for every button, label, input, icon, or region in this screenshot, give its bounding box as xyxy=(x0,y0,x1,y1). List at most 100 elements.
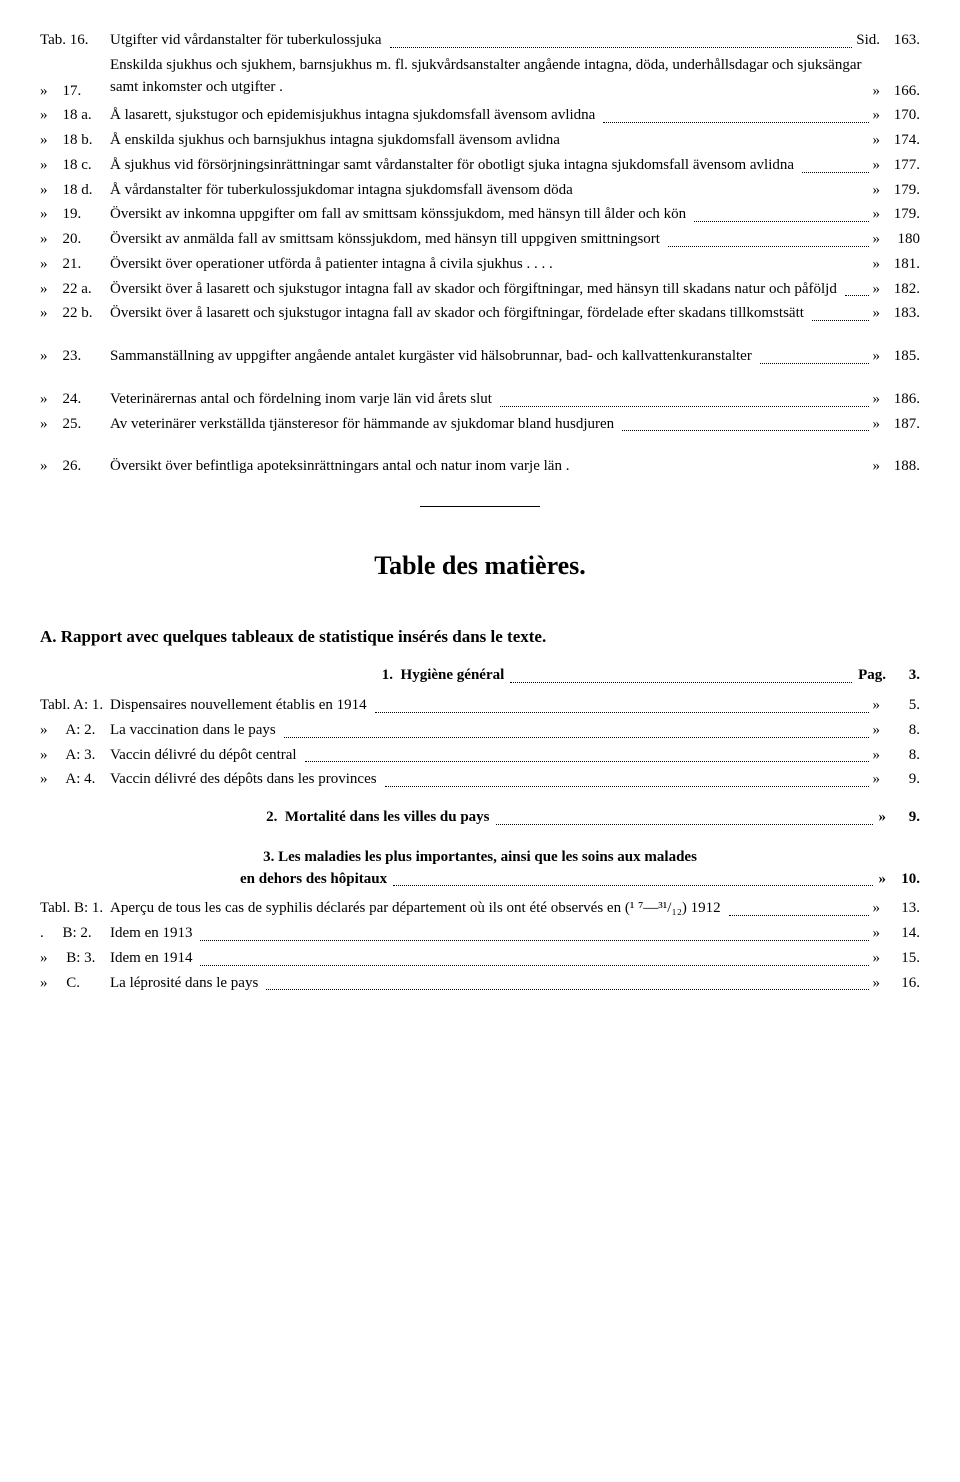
sub3-page: 10. xyxy=(886,869,920,891)
page-number: 180 xyxy=(886,229,920,251)
toc-entry: » 25.Av veterinärer verkställda tjänster… xyxy=(40,414,920,436)
page-label: » xyxy=(873,898,887,920)
toc-entry: » 26.Översikt över befintliga apoteksinr… xyxy=(40,456,920,478)
page-number: 170. xyxy=(886,105,920,127)
entry-description: Översikt av inkomna uppgifter om fall av… xyxy=(110,204,690,226)
page-label: » xyxy=(873,389,887,411)
entry-number: » A: 3. xyxy=(40,745,110,767)
page-number: 8. xyxy=(886,720,920,742)
page-number: 177. xyxy=(886,155,920,177)
page-label: » xyxy=(873,923,887,945)
entry-description: Idem en 1914 xyxy=(110,948,196,970)
page-number: 182. xyxy=(886,279,920,301)
toc-entry: » 18 a.Å lasarett, sjukstugor och epidem… xyxy=(40,105,920,127)
section-a-heading: A. Rapport avec quelques tableaux de sta… xyxy=(40,625,920,650)
page-number: 179. xyxy=(886,180,920,202)
main-heading: Table des matières. xyxy=(40,547,920,585)
page-label: » xyxy=(873,769,887,791)
entry-number: » 22 b. xyxy=(40,303,110,325)
page-number: 15. xyxy=(886,948,920,970)
entry-number: » 24. xyxy=(40,389,110,411)
entry-description: Å sjukhus vid försörjningsinrättningar s… xyxy=(110,155,798,177)
page-number: 174. xyxy=(886,130,920,152)
page-label: » xyxy=(873,229,887,251)
toc-entry: Tabl. B: 1.Aperçu de tous les cas de syp… xyxy=(40,898,920,920)
toc-block-2: » 23.Sammanställning av uppgifter angåen… xyxy=(40,346,920,368)
sub2-page: 9. xyxy=(886,807,920,829)
entry-description: Översikt över å lasarett och sjukstugor … xyxy=(110,279,841,301)
entry-number: » 20. xyxy=(40,229,110,251)
page-label: » xyxy=(873,695,887,717)
entry-number: . B: 2. xyxy=(40,923,110,945)
page-label: » xyxy=(873,414,887,436)
entry-number: Tabl. B: 1. xyxy=(40,898,110,920)
entry-description: Å vårdanstalter för tuberkulossjukdomar … xyxy=(110,180,577,202)
page-label: » xyxy=(873,204,887,226)
page-label: » xyxy=(873,81,887,103)
toc-entry: » 21.Översikt över operationer utförda å… xyxy=(40,254,920,276)
page-number: 186. xyxy=(886,389,920,411)
toc-entry: » 18 d.Å vårdanstalter för tuberkulossju… xyxy=(40,180,920,202)
page-label: » xyxy=(873,973,887,995)
page-label: » xyxy=(873,948,887,970)
page-label: » xyxy=(873,254,887,276)
page-number: 181. xyxy=(886,254,920,276)
page-number: 188. xyxy=(886,456,920,478)
sub-heading-3: 3. Les maladies les plus importantes, ai… xyxy=(40,847,920,891)
toc-entry: » 22 a.Översikt över å lasarett och sjuk… xyxy=(40,279,920,301)
page-label: Sid. xyxy=(856,30,886,52)
entry-description: La vaccination dans le pays xyxy=(110,720,280,742)
sub-heading-1: 1. Hygiène général Pag. 3. xyxy=(40,665,920,687)
sub3-line1: 3. Les maladies les plus importantes, ai… xyxy=(40,847,920,869)
page-label: » xyxy=(873,346,887,368)
toc-block-fr1: Tabl. A: 1.Dispensaires nouvellement éta… xyxy=(40,695,920,791)
page-number: 9. xyxy=(886,769,920,791)
toc-entry: » 17.Enskilda sjukhus och sjukhem, barns… xyxy=(40,55,920,103)
sub1-num: 1. xyxy=(382,667,393,683)
page-label: » xyxy=(873,130,887,152)
entry-description: Vaccin délivré du dépôt central xyxy=(110,745,301,767)
toc-entry: » 18 c.Å sjukhus vid försörjningsinrättn… xyxy=(40,155,920,177)
toc-block-fr2: Tabl. B: 1.Aperçu de tous les cas de syp… xyxy=(40,898,920,994)
page-label: » xyxy=(873,279,887,301)
entry-description: Idem en 1913 xyxy=(110,923,196,945)
sub-heading-2: 2. Mortalité dans les villes du pays » 9… xyxy=(40,807,920,829)
toc-entry: » 24.Veterinärernas antal och fördelning… xyxy=(40,389,920,411)
toc-entry: . B: 2.Idem en 1913»14. xyxy=(40,923,920,945)
page-number: 5. xyxy=(886,695,920,717)
sub2-num: 2. xyxy=(266,809,277,825)
entry-number: » 25. xyxy=(40,414,110,436)
entry-description: Av veterinärer verkställda tjänsteresor … xyxy=(110,414,618,436)
toc-entry: Tab. 16.Utgifter vid vårdanstalter för t… xyxy=(40,30,920,52)
page-label: » xyxy=(873,456,887,478)
page-number: 185. xyxy=(886,346,920,368)
entry-number: » B: 3. xyxy=(40,948,110,970)
entry-description: Översikt över befintliga apoteksinrättni… xyxy=(110,456,573,478)
entry-description: Dispensaires nouvellement établis en 191… xyxy=(110,695,371,717)
entry-number: » 17. xyxy=(40,81,110,103)
page-number: 163. xyxy=(886,30,920,52)
page-number: 13. xyxy=(886,898,920,920)
entry-description: Sammanställning av uppgifter angående an… xyxy=(110,346,756,368)
separator-rule xyxy=(420,506,540,507)
toc-entry: » 18 b.Å enskilda sjukhus och barnsjukhu… xyxy=(40,130,920,152)
toc-block-4: » 26.Översikt över befintliga apoteksinr… xyxy=(40,456,920,478)
toc-entry: » B: 3.Idem en 1914 »15. xyxy=(40,948,920,970)
toc-entry: » C.La léprosité dans le pays»16. xyxy=(40,973,920,995)
sub1-page: 3. xyxy=(886,665,920,687)
entry-description: Aperçu de tous les cas de syphilis décla… xyxy=(110,898,725,920)
entry-number: » 18 b. xyxy=(40,130,110,152)
entry-description: Utgifter vid vårdanstalter för tuberkulo… xyxy=(110,30,386,52)
toc-entry: » A: 3.Vaccin délivré du dépôt central»8… xyxy=(40,745,920,767)
sub1-text: Hygiène général xyxy=(401,667,505,683)
entry-number: » 19. xyxy=(40,204,110,226)
toc-entry: » 19.Översikt av inkomna uppgifter om fa… xyxy=(40,204,920,226)
page-label: » xyxy=(873,180,887,202)
entry-number: » 21. xyxy=(40,254,110,276)
entry-number: » 18 d. xyxy=(40,180,110,202)
entry-number: » C. xyxy=(40,973,110,995)
toc-entry: » 23.Sammanställning av uppgifter angåen… xyxy=(40,346,920,368)
page-number: 16. xyxy=(886,973,920,995)
entry-number: » 26. xyxy=(40,456,110,478)
entry-number: » 23. xyxy=(40,346,110,368)
